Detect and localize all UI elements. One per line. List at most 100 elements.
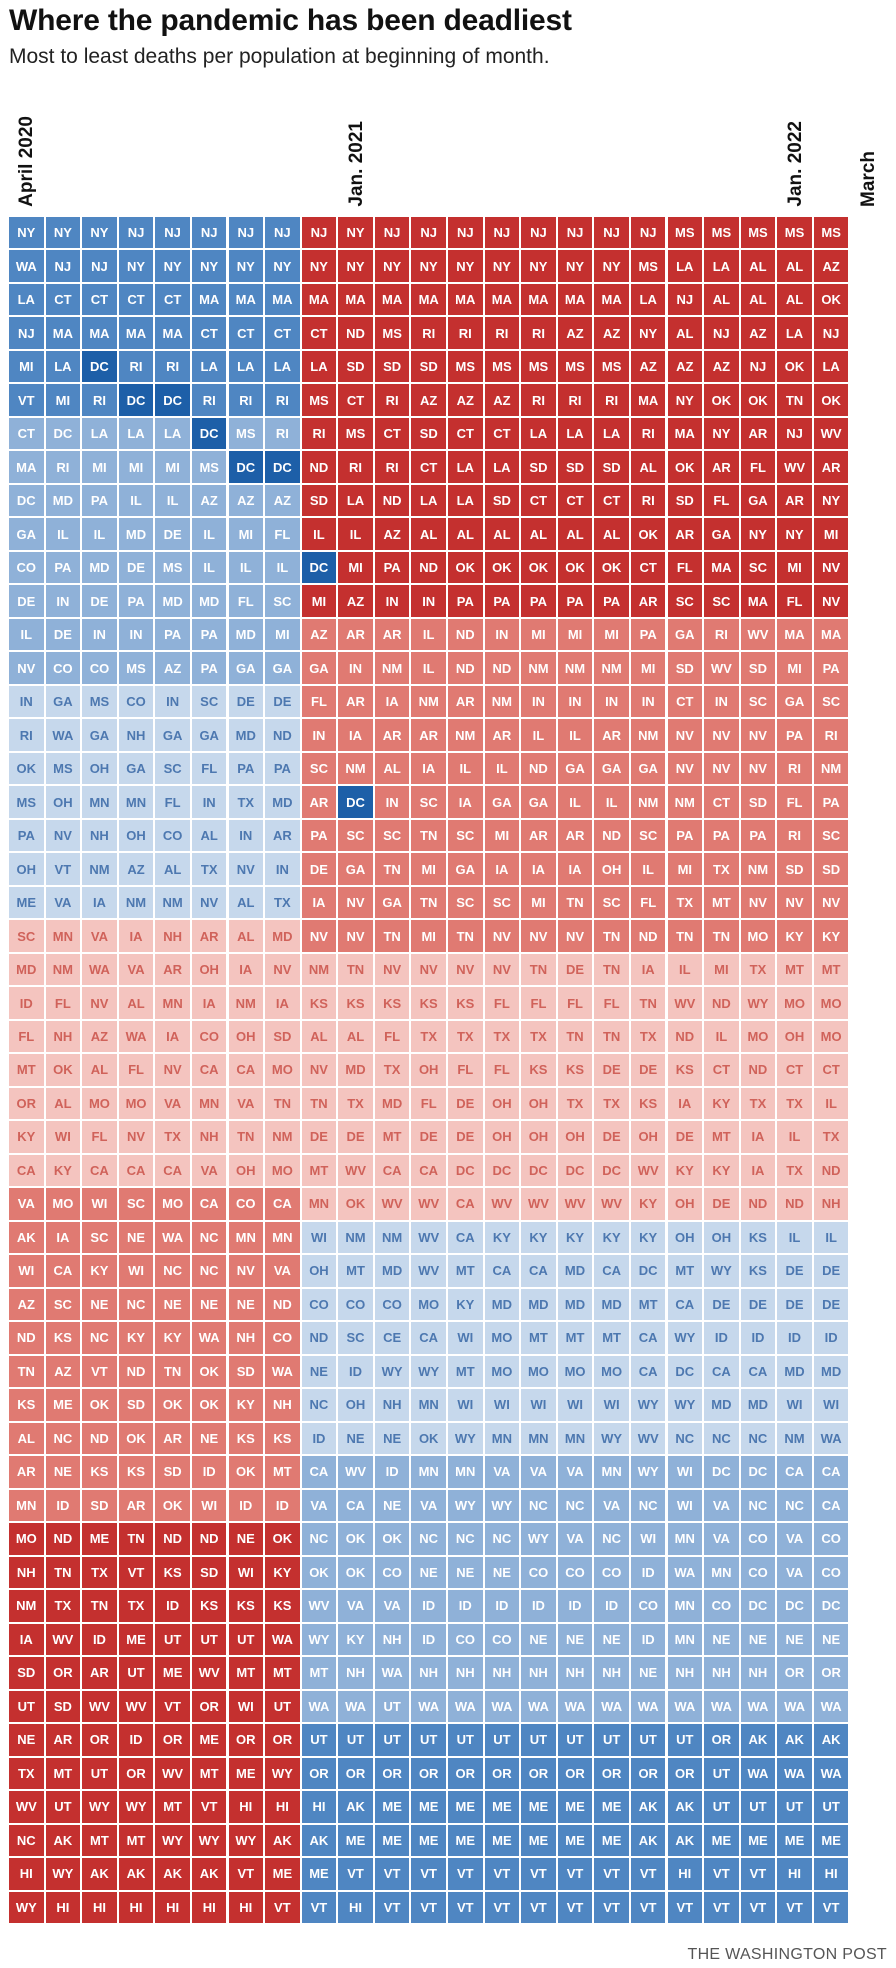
heatmap-cell: CE xyxy=(374,1322,410,1354)
heatmap-cell: MI xyxy=(777,652,812,684)
heatmap-cell: FL xyxy=(557,987,593,1019)
heatmap-cell: WV xyxy=(338,1154,373,1187)
heatmap-cell: GA xyxy=(704,518,739,550)
heatmap-cell: WV xyxy=(704,652,739,684)
heatmap-cell: GA xyxy=(630,752,666,785)
heatmap-cell: MO xyxy=(9,1523,44,1555)
heatmap-cell: WI xyxy=(118,1255,154,1287)
heatmap-cell: WI xyxy=(667,1489,703,1522)
heatmap-cell: RI xyxy=(594,384,629,416)
heatmap-cell: NE xyxy=(82,1288,117,1321)
heatmap-cell: CT xyxy=(338,384,373,416)
heatmap-cell: NC xyxy=(191,1221,227,1254)
heatmap-cell: ID xyxy=(630,1556,666,1589)
heatmap-cell: AZ xyxy=(82,1020,117,1053)
heatmap-cell: OK xyxy=(155,1389,190,1421)
heatmap-cell: IN xyxy=(9,685,44,718)
heatmap-cell: MO xyxy=(557,1355,593,1388)
heatmap-cell: NJ xyxy=(594,217,629,249)
heatmap-cell: UT xyxy=(191,1623,227,1656)
heatmap-cell: TN xyxy=(82,1590,117,1622)
heatmap-cell: FL xyxy=(667,551,703,584)
heatmap-cell: MS xyxy=(740,217,776,249)
heatmap-cell: NV xyxy=(191,886,227,919)
heatmap-cell: CA xyxy=(9,1154,44,1187)
heatmap-cell: MI xyxy=(155,451,190,483)
heatmap-cell: AZ xyxy=(301,618,337,651)
heatmap-cell: FL xyxy=(9,1020,44,1053)
heatmap-cell: MA xyxy=(118,317,154,349)
heatmap-cell: IL xyxy=(82,518,117,550)
heatmap-cell: NV xyxy=(411,953,446,986)
heatmap-cell: CT xyxy=(265,317,300,349)
heatmap-cell: RI xyxy=(777,752,812,785)
heatmap-cell: SD xyxy=(740,652,776,684)
heatmap-cell: WV xyxy=(411,1255,446,1287)
heatmap-cell: MI xyxy=(630,652,666,684)
heatmap-cell: OH xyxy=(777,1020,812,1053)
heatmap-cell: MA xyxy=(9,451,44,483)
heatmap-cell: WV xyxy=(9,1791,44,1823)
heatmap-cell: IL xyxy=(9,618,44,651)
heatmap-cell: CT xyxy=(411,451,446,483)
heatmap-cell: RI xyxy=(191,384,227,416)
heatmap-cell: NM xyxy=(667,786,703,818)
heatmap-cell: NJ xyxy=(228,217,264,249)
heatmap-cell: VA xyxy=(9,1188,44,1220)
heatmap-cell: IL xyxy=(484,752,520,785)
heatmap-cell: ME xyxy=(338,1824,373,1856)
heatmap-cell: ME xyxy=(521,1791,556,1823)
heatmap-cell: MS xyxy=(301,384,337,416)
heatmap-cell: RI xyxy=(521,317,556,349)
heatmap-cell: WV xyxy=(301,1590,337,1622)
heatmap-cell: DC xyxy=(484,1154,520,1187)
heatmap-cell: AR xyxy=(338,618,373,651)
heatmap-cell: CT xyxy=(82,283,117,316)
heatmap-cell: ME xyxy=(484,1791,520,1823)
heatmap-cell: MT xyxy=(338,1255,373,1287)
heatmap-cell: WA xyxy=(557,1690,593,1723)
heatmap-cell: SC xyxy=(740,685,776,718)
heatmap-cell: IA xyxy=(374,685,410,718)
heatmap-cell: NE xyxy=(155,1288,190,1321)
heatmap-cell: VT xyxy=(411,1858,446,1890)
heatmap-cell: SC xyxy=(667,585,703,617)
heatmap-cell: VT xyxy=(813,1891,849,1923)
heatmap-cell: PA xyxy=(667,819,703,852)
heatmap-cell: IN xyxy=(301,719,337,751)
heatmap-cell: TX xyxy=(777,1087,812,1120)
heatmap-cell: AR xyxy=(557,819,593,852)
heatmap-cell: MA xyxy=(594,283,629,316)
heatmap-cell: OK xyxy=(155,1489,190,1522)
heatmap-cell: WY xyxy=(82,1791,117,1823)
heatmap-cell: MD xyxy=(191,585,227,617)
heatmap-cell: CO xyxy=(155,819,190,852)
heatmap-cell: NV xyxy=(82,987,117,1019)
heatmap-cell: PA xyxy=(704,819,739,852)
heatmap-cell: TX xyxy=(155,1121,190,1153)
heatmap-cell: NY xyxy=(594,250,629,282)
heatmap-cell: WI xyxy=(228,1690,264,1723)
heatmap-cell: NV xyxy=(484,953,520,986)
heatmap-cell: DE xyxy=(813,1288,849,1321)
heatmap-cell: MO xyxy=(813,987,849,1019)
heatmap-cell: MA xyxy=(228,283,264,316)
heatmap-cell: CO xyxy=(448,1623,483,1656)
heatmap-cell: RI xyxy=(630,484,666,517)
heatmap-cell: GA xyxy=(667,618,703,651)
heatmap-cell: OR xyxy=(118,1757,154,1790)
heatmap-cell: NM xyxy=(45,953,81,986)
heatmap-cell: MT xyxy=(301,1154,337,1187)
heatmap-cell: NH xyxy=(155,920,190,952)
heatmap-cell: WA xyxy=(374,1657,410,1689)
heatmap-cell: SC xyxy=(484,886,520,919)
heatmap-cell: RI xyxy=(521,384,556,416)
heatmap-cell: KS xyxy=(82,1456,117,1488)
heatmap-cell: IL xyxy=(813,1221,849,1254)
heatmap-cell: NC xyxy=(82,1322,117,1354)
heatmap-cell: DE xyxy=(704,1188,739,1220)
heatmap-cell: IN xyxy=(557,685,593,718)
heatmap-cell: MS xyxy=(155,551,190,584)
heatmap-cell: OK xyxy=(191,1389,227,1421)
heatmap-cell: FL xyxy=(265,518,300,550)
